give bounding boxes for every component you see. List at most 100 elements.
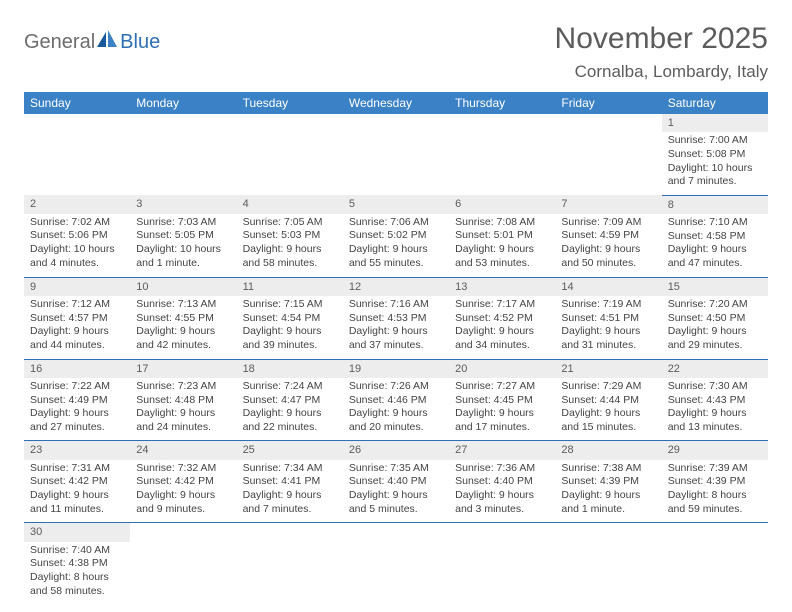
calendar-week: 23Sunrise: 7:31 AMSunset: 4:42 PMDayligh…	[24, 441, 768, 523]
sunset-text: Sunset: 4:39 PM	[668, 475, 762, 489]
daylight-text: Daylight: 9 hours and 27 minutes.	[30, 407, 124, 434]
sunrise-text: Sunrise: 7:10 AM	[668, 216, 762, 230]
daylight-text: Daylight: 9 hours and 31 minutes.	[561, 325, 655, 352]
daylight-text: Daylight: 9 hours and 50 minutes.	[561, 243, 655, 270]
calendar-cell: 3Sunrise: 7:03 AMSunset: 5:05 PMDaylight…	[130, 195, 236, 277]
day-details: Sunrise: 7:31 AMSunset: 4:42 PMDaylight:…	[24, 460, 130, 523]
day-details: Sunrise: 7:06 AMSunset: 5:02 PMDaylight:…	[343, 214, 449, 277]
day-number: 16	[24, 360, 130, 378]
sail-icon	[96, 30, 118, 54]
logo-text-general: General	[24, 31, 95, 54]
calendar-cell: 24Sunrise: 7:32 AMSunset: 4:42 PMDayligh…	[130, 441, 236, 523]
day-details: Sunrise: 7:16 AMSunset: 4:53 PMDaylight:…	[343, 296, 449, 359]
daylight-text: Daylight: 9 hours and 22 minutes.	[243, 407, 337, 434]
daylight-text: Daylight: 9 hours and 47 minutes.	[668, 243, 762, 270]
calendar-cell: 15Sunrise: 7:20 AMSunset: 4:50 PMDayligh…	[662, 277, 768, 359]
sunrise-text: Sunrise: 7:03 AM	[136, 216, 230, 230]
calendar-cell: 6Sunrise: 7:08 AMSunset: 5:01 PMDaylight…	[449, 195, 555, 277]
daylight-text: Daylight: 9 hours and 1 minute.	[561, 489, 655, 516]
daylight-text: Daylight: 8 hours and 59 minutes.	[668, 489, 762, 516]
sunrise-text: Sunrise: 7:09 AM	[561, 216, 655, 230]
day-number: 14	[555, 278, 661, 296]
sunrise-text: Sunrise: 7:38 AM	[561, 462, 655, 476]
sunset-text: Sunset: 5:05 PM	[136, 229, 230, 243]
daylight-text: Daylight: 9 hours and 3 minutes.	[455, 489, 549, 516]
day-header: Saturday	[662, 92, 768, 114]
sunset-text: Sunset: 4:42 PM	[136, 475, 230, 489]
calendar-cell	[343, 114, 449, 195]
day-number: 7	[555, 195, 661, 213]
calendar-cell: 2Sunrise: 7:02 AMSunset: 5:06 PMDaylight…	[24, 195, 130, 277]
calendar-cell: 20Sunrise: 7:27 AMSunset: 4:45 PMDayligh…	[449, 359, 555, 441]
day-details: Sunrise: 7:03 AMSunset: 5:05 PMDaylight:…	[130, 214, 236, 277]
daylight-text: Daylight: 9 hours and 29 minutes.	[668, 325, 762, 352]
sunset-text: Sunset: 4:50 PM	[668, 312, 762, 326]
calendar-week: 30Sunrise: 7:40 AMSunset: 4:38 PMDayligh…	[24, 523, 768, 604]
calendar-body: 1Sunrise: 7:00 AMSunset: 5:08 PMDaylight…	[24, 114, 768, 604]
day-details: Sunrise: 7:22 AMSunset: 4:49 PMDaylight:…	[24, 378, 130, 441]
calendar-cell: 23Sunrise: 7:31 AMSunset: 4:42 PMDayligh…	[24, 441, 130, 523]
calendar-week: 2Sunrise: 7:02 AMSunset: 5:06 PMDaylight…	[24, 195, 768, 277]
calendar-cell: 11Sunrise: 7:15 AMSunset: 4:54 PMDayligh…	[237, 277, 343, 359]
day-details: Sunrise: 7:20 AMSunset: 4:50 PMDaylight:…	[662, 296, 768, 359]
day-number: 23	[24, 441, 130, 459]
day-details: Sunrise: 7:34 AMSunset: 4:41 PMDaylight:…	[237, 460, 343, 523]
calendar-week: 1Sunrise: 7:00 AMSunset: 5:08 PMDaylight…	[24, 114, 768, 195]
day-details: Sunrise: 7:05 AMSunset: 5:03 PMDaylight:…	[237, 214, 343, 277]
sunset-text: Sunset: 4:47 PM	[243, 394, 337, 408]
daylight-text: Daylight: 8 hours and 58 minutes.	[30, 571, 124, 598]
sunset-text: Sunset: 4:44 PM	[561, 394, 655, 408]
day-number: 20	[449, 360, 555, 378]
day-details: Sunrise: 7:39 AMSunset: 4:39 PMDaylight:…	[662, 460, 768, 523]
day-number: 17	[130, 360, 236, 378]
daylight-text: Daylight: 9 hours and 24 minutes.	[136, 407, 230, 434]
sunset-text: Sunset: 4:46 PM	[349, 394, 443, 408]
calendar-cell	[130, 523, 236, 604]
sunrise-text: Sunrise: 7:32 AM	[136, 462, 230, 476]
sunset-text: Sunset: 4:38 PM	[30, 557, 124, 571]
sunset-text: Sunset: 4:41 PM	[243, 475, 337, 489]
daylight-text: Daylight: 9 hours and 9 minutes.	[136, 489, 230, 516]
calendar-cell: 29Sunrise: 7:39 AMSunset: 4:39 PMDayligh…	[662, 441, 768, 523]
sunset-text: Sunset: 4:49 PM	[30, 394, 124, 408]
sunrise-text: Sunrise: 7:08 AM	[455, 216, 549, 230]
calendar-week: 9Sunrise: 7:12 AMSunset: 4:57 PMDaylight…	[24, 277, 768, 359]
sunrise-text: Sunrise: 7:13 AM	[136, 298, 230, 312]
day-details: Sunrise: 7:02 AMSunset: 5:06 PMDaylight:…	[24, 214, 130, 277]
sunrise-text: Sunrise: 7:20 AM	[668, 298, 762, 312]
day-number: 27	[449, 441, 555, 459]
day-number: 13	[449, 278, 555, 296]
daylight-text: Daylight: 9 hours and 15 minutes.	[561, 407, 655, 434]
sunset-text: Sunset: 4:40 PM	[455, 475, 549, 489]
day-details: Sunrise: 7:40 AMSunset: 4:38 PMDaylight:…	[24, 542, 130, 605]
sunrise-text: Sunrise: 7:27 AM	[455, 380, 549, 394]
sunrise-text: Sunrise: 7:05 AM	[243, 216, 337, 230]
sunrise-text: Sunrise: 7:15 AM	[243, 298, 337, 312]
sunset-text: Sunset: 5:03 PM	[243, 229, 337, 243]
day-details: Sunrise: 7:08 AMSunset: 5:01 PMDaylight:…	[449, 214, 555, 277]
day-details: Sunrise: 7:17 AMSunset: 4:52 PMDaylight:…	[449, 296, 555, 359]
sunset-text: Sunset: 5:06 PM	[30, 229, 124, 243]
day-number: 4	[237, 195, 343, 213]
day-number: 3	[130, 195, 236, 213]
sunset-text: Sunset: 4:45 PM	[455, 394, 549, 408]
sunrise-text: Sunrise: 7:16 AM	[349, 298, 443, 312]
daylight-text: Daylight: 9 hours and 58 minutes.	[243, 243, 337, 270]
sunrise-text: Sunrise: 7:24 AM	[243, 380, 337, 394]
day-number: 9	[24, 278, 130, 296]
calendar-cell: 5Sunrise: 7:06 AMSunset: 5:02 PMDaylight…	[343, 195, 449, 277]
calendar-cell	[237, 523, 343, 604]
calendar-cell: 13Sunrise: 7:17 AMSunset: 4:52 PMDayligh…	[449, 277, 555, 359]
calendar-cell	[449, 523, 555, 604]
daylight-text: Daylight: 10 hours and 1 minute.	[136, 243, 230, 270]
calendar-cell: 12Sunrise: 7:16 AMSunset: 4:53 PMDayligh…	[343, 277, 449, 359]
day-number: 10	[130, 278, 236, 296]
day-details: Sunrise: 7:38 AMSunset: 4:39 PMDaylight:…	[555, 460, 661, 523]
title-block: November 2025 Cornalba, Lombardy, Italy	[555, 22, 768, 82]
daylight-text: Daylight: 9 hours and 55 minutes.	[349, 243, 443, 270]
sunrise-text: Sunrise: 7:23 AM	[136, 380, 230, 394]
daylight-text: Daylight: 9 hours and 53 minutes.	[455, 243, 549, 270]
sunset-text: Sunset: 5:08 PM	[668, 148, 762, 162]
sunrise-text: Sunrise: 7:35 AM	[349, 462, 443, 476]
sunrise-text: Sunrise: 7:29 AM	[561, 380, 655, 394]
